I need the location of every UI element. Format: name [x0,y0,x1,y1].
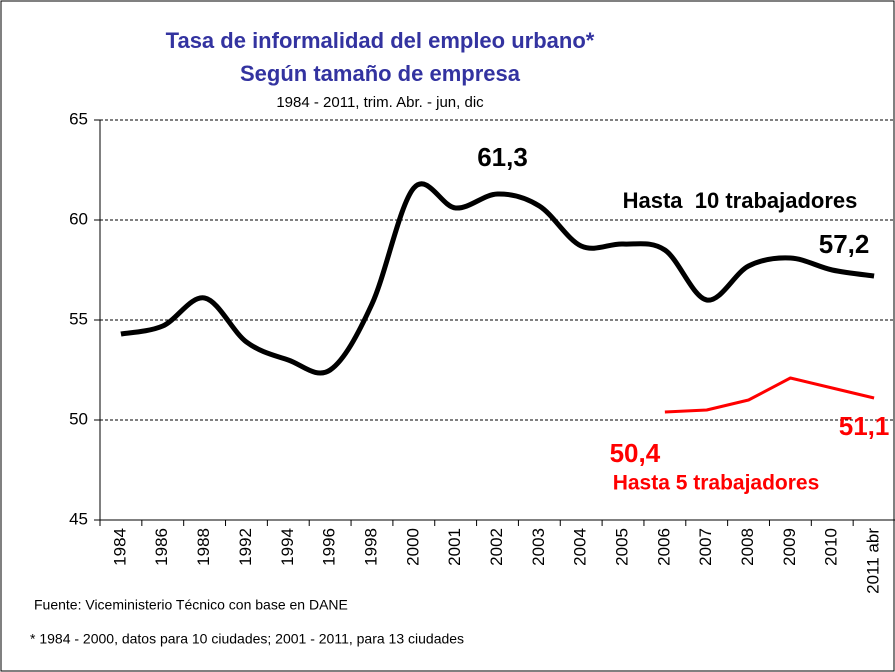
value-label: 51,1 [839,411,890,441]
x-tick-label: 1988 [194,528,213,566]
x-tick-label: 2004 [571,528,590,566]
chart-subtitle: Según tamaño de empresa [240,61,521,86]
period-note: 1984 - 2011, trim. Abr. - jun, dic [276,94,484,111]
line-series [664,376,875,414]
x-tick-label: 2006 [654,528,673,566]
x-tick-label: 2000 [403,528,422,566]
x-tick-label: 2008 [738,528,757,566]
series-label: Hasta 10 trabajadores [623,188,858,213]
value-label: 57,2 [819,229,870,259]
x-tick-label: 2009 [780,528,799,566]
y-tick-label: 55 [69,309,88,328]
series-label: Hasta 5 trabajadores [613,472,820,495]
value-label: 61,3 [477,142,528,172]
x-tick-label: 2002 [487,528,506,566]
chart-title: Tasa de informalidad del empleo urbano* [166,28,595,53]
y-tick-label: 65 [69,109,88,128]
footnote: * 1984 - 2000, datos para 10 ciudades; 2… [30,631,464,647]
x-tick-label: 2011 abr [864,528,883,594]
y-tick-label: 50 [69,409,88,428]
x-tick-label: 1996 [320,528,339,566]
x-tick-label: 1984 [110,528,129,566]
x-tick-label: 2003 [529,528,548,566]
line-series [120,181,875,376]
x-tick-label: 2001 [445,528,464,566]
x-tick-label: 1992 [236,528,255,566]
x-tick-label: 2005 [613,528,632,566]
x-tick-label: 1986 [152,528,171,566]
value-label: 50,4 [610,438,661,468]
x-tick-label: 2010 [822,528,841,566]
y-tick-label: 45 [69,509,88,528]
x-tick-label: 2007 [696,528,715,566]
source-note: Fuente: Viceministerio Técnico con base … [34,597,348,613]
x-tick-label: 1998 [361,528,380,566]
x-tick-label: 1994 [278,528,297,566]
y-tick-label: 60 [69,209,88,228]
